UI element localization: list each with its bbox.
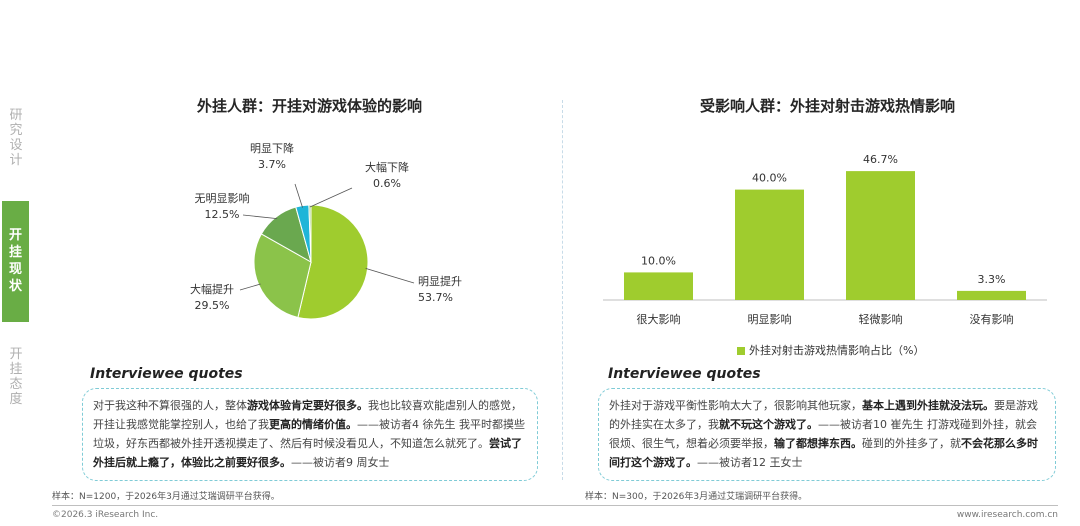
- legend-swatch: [737, 347, 745, 355]
- footer-divider: [52, 505, 1058, 506]
- pie-slice-label: 大幅下降: [365, 160, 409, 174]
- right-chart-title: 受影响人群：外挂对射击游戏热情影响: [700, 97, 956, 115]
- nav-item-attitude[interactable]: 开挂态度: [9, 347, 23, 407]
- quote-segment: 更高的情绪价值。: [269, 418, 357, 431]
- bar: [624, 272, 693, 300]
- pie-slice-value: 53.7%: [418, 291, 453, 304]
- bar-chart: 10.0% 很大影响 40.0% 明显影响 46.7% 轻微影响 3.3% 没有影响: [603, 153, 1047, 326]
- bar-value-label: 46.7%: [863, 153, 898, 166]
- pie-slice: [308, 204, 312, 263]
- x-tick-label: 很大影响: [637, 312, 681, 326]
- pie-slice-label: 明显下降: [250, 141, 294, 155]
- pie-leader-line: [309, 187, 353, 208]
- pie-slice-value: 12.5%: [205, 208, 240, 221]
- quote-segment: ——被访者10 崔先生 打游戏碰到外挂，就会很烦、很生气，想着必须要举报，: [609, 418, 1037, 450]
- left-quote-title: Interviewee quotes: [90, 366, 243, 382]
- quote-segment: 我也比较喜欢能虐别人的感觉，开挂让我感觉能掌控别人，也给了我: [93, 399, 522, 431]
- left-sample-note: 样本：N=1200，于2026年3月通过艾瑞调研平台获得。: [52, 492, 280, 502]
- pie-leader-line: [365, 267, 415, 284]
- quote-segment: 基本上遇到外挂就没法玩。: [862, 399, 994, 412]
- quote-segment: ——被访者4 徐先生 我平时都摸些垃圾，好东西都被外挂开透视摸走了、然后有时候没…: [93, 418, 525, 450]
- nav-item-status-label: 开挂现状: [8, 228, 22, 294]
- nav-item-research-design[interactable]: 研究设计: [9, 108, 23, 168]
- left-quote-box: 对于我这种不算很强的人，整体游戏体验肯定要好很多。我也比较喜欢能虐别人的感觉，开…: [82, 388, 538, 481]
- quote-segment: ——被访者9 周女士: [291, 456, 390, 469]
- quote-segment: 对于我这种不算很强的人，整体: [93, 399, 247, 412]
- bar-value-label: 10.0%: [641, 254, 676, 267]
- pie-slice-value: 29.5%: [195, 299, 230, 312]
- quote-segment: 尝试了外挂后就上瘾了，体验比之前要好很多。: [93, 437, 522, 469]
- quote-segment: 碰到的外挂多了，就: [862, 437, 961, 450]
- x-tick-label: 轻微影响: [859, 312, 903, 326]
- x-tick-label: 明显影响: [748, 313, 792, 326]
- bar-value-label: 40.0%: [752, 172, 787, 185]
- right-quote-box: 外挂对于游戏平衡性影响太大了，很影响其他玩家，基本上遇到外挂就没法玩。要是游戏的…: [598, 388, 1056, 481]
- pie-slice-label: 明显提升: [418, 275, 462, 288]
- quote-segment: 要是游戏的外挂实在太多了，我: [609, 399, 1038, 431]
- footer-website[interactable]: www.iresearch.com.cn: [956, 510, 1058, 520]
- nav-item-status-active[interactable]: 开挂现状: [2, 201, 29, 322]
- footer-copyright: ©2026.3 iResearch Inc.: [52, 510, 159, 520]
- pie-leader-line: [294, 183, 303, 208]
- pie-chart: 明显提升 53.7% 大幅提升 29.5% 无明显影响 12.5% 明显下降 3.7% 大幅下降…: [190, 141, 462, 320]
- bar: [957, 290, 1026, 300]
- right-sample-note: 样本：N=300，于2026年3月通过艾瑞调研平台获得。: [585, 492, 808, 502]
- pie-slice-label: 无明显影响: [195, 192, 250, 205]
- quote-segment: 就不玩这个游戏了。: [719, 418, 818, 431]
- quote-segment: 游戏体验肯定要好很多。: [247, 399, 368, 412]
- bar: [735, 189, 804, 300]
- pie-slice-value: 3.7%: [258, 158, 286, 171]
- x-tick-label: 没有影响: [970, 312, 1014, 326]
- quote-segment: 输了都想摔东西。: [774, 437, 862, 450]
- pie-leader-line: [242, 214, 278, 220]
- quote-segment: 不会花那么多时间打这个游戏了。: [609, 437, 1038, 469]
- right-quote-title: Interviewee quotes: [608, 366, 761, 382]
- legend-label: 外挂对射击游戏热情影响占比（%）: [749, 344, 925, 357]
- left-chart-title: 外挂人群：开挂对游戏体验的影响: [197, 97, 423, 115]
- pie-slice-label: 大幅提升: [190, 282, 234, 296]
- pie-slice-value: 0.6%: [373, 177, 401, 190]
- bar-legend: 外挂对射击游戏热情影响占比（%）: [737, 342, 924, 358]
- quote-segment: 外挂对于游戏平衡性影响太大了，很影响其他玩家，: [609, 399, 862, 412]
- pie-leader-line: [239, 283, 261, 291]
- bar: [846, 171, 915, 300]
- bar-value-label: 3.3%: [978, 273, 1006, 286]
- panel-divider: [562, 100, 563, 480]
- quote-segment: ——被访者12 王女士: [697, 456, 803, 469]
